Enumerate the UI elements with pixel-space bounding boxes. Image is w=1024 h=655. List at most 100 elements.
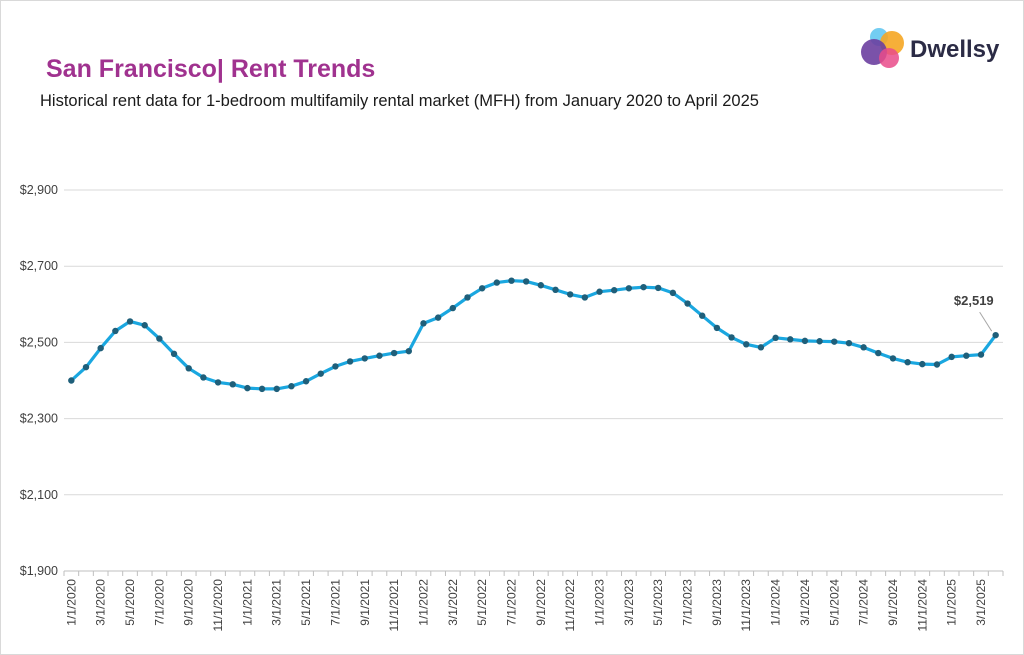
data-point	[390, 349, 398, 357]
data-point	[640, 283, 647, 291]
x-tick-label: 9/1/2020	[182, 579, 196, 626]
brand-name: Dwellsy	[910, 36, 1000, 63]
data-point	[200, 374, 207, 381]
y-tick-label: $1,900	[20, 564, 58, 578]
data-point	[963, 352, 970, 359]
x-tick-label: 9/1/2022	[534, 579, 548, 626]
data-point	[478, 285, 486, 292]
brand-logo[interactable]: Dwellsy	[858, 24, 1008, 74]
x-tick-label: 7/1/2021	[328, 579, 342, 626]
x-tick-label: 7/1/2022	[504, 579, 518, 626]
chart-title: San Francisco| Rent Trends	[46, 55, 376, 83]
y-tick-label: $2,100	[20, 488, 58, 502]
data-point	[361, 355, 368, 362]
data-point	[508, 277, 515, 284]
data-point	[112, 327, 119, 335]
data-point	[97, 344, 104, 352]
data-point	[787, 336, 794, 343]
data-point	[875, 349, 882, 357]
data-point	[376, 352, 383, 359]
data-point	[229, 381, 236, 388]
annotation-leader-line	[979, 311, 993, 332]
data-point	[977, 351, 985, 358]
data-point	[948, 353, 955, 361]
x-tick-label: 5/1/2023	[651, 579, 665, 626]
x-tick-label: 1/1/2020	[64, 579, 78, 626]
data-point	[699, 312, 706, 319]
x-tick-label: 3/1/2022	[446, 579, 460, 626]
data-point	[420, 320, 427, 327]
data-point	[801, 337, 809, 345]
series-line	[69, 279, 998, 391]
x-tick-label: 5/1/2021	[299, 579, 313, 626]
x-tick-label: 11/1/2024	[915, 579, 929, 632]
data-point	[552, 286, 559, 294]
data-point	[728, 334, 735, 341]
data-point	[610, 287, 618, 294]
x-tick-label: 3/1/2020	[94, 579, 108, 626]
data-point	[141, 322, 148, 329]
x-tick-label: 9/1/2021	[358, 579, 372, 626]
data-point	[816, 338, 823, 345]
data-point	[625, 285, 633, 292]
x-tick-label: 1/1/2024	[769, 579, 783, 626]
data-point	[464, 294, 471, 301]
x-tick-label: 3/1/2025	[974, 579, 988, 626]
data-point	[214, 379, 222, 386]
data-point	[904, 359, 911, 366]
data-point	[449, 304, 457, 312]
data-point	[743, 341, 750, 348]
x-tick-label: 1/1/2021	[240, 579, 254, 626]
data-point	[655, 284, 662, 292]
data-point	[992, 331, 999, 339]
data-point	[772, 334, 779, 342]
data-point	[288, 383, 295, 390]
x-tick-label: 7/1/2023	[681, 579, 695, 626]
y-tick-label: $2,700	[20, 259, 58, 273]
data-point	[302, 378, 310, 385]
chart-subtitle: Historical rent data for 1-bedroom multi…	[40, 92, 759, 110]
data-point	[845, 339, 853, 347]
x-tick-label: 7/1/2024	[857, 579, 871, 626]
x-tick-label: 11/1/2020	[211, 579, 225, 632]
data-point	[346, 358, 354, 365]
x-tick-label: 9/1/2023	[710, 579, 724, 626]
data-point	[493, 279, 501, 286]
x-tick-label: 7/1/2020	[152, 579, 166, 626]
x-tick-label: 11/1/2021	[387, 579, 401, 632]
data-point	[405, 347, 412, 355]
x-tick-label: 1/1/2023	[593, 579, 607, 626]
data-point	[522, 278, 530, 285]
data-point	[684, 300, 691, 307]
data-point	[126, 318, 134, 325]
x-tick-label: 11/1/2023	[739, 579, 753, 632]
data-point	[713, 324, 721, 332]
x-tick-label: 5/1/2022	[475, 579, 489, 626]
dwellsy-logo-icon	[861, 28, 904, 68]
data-point	[889, 355, 897, 362]
data-point	[185, 365, 192, 372]
data-point	[82, 363, 90, 371]
data-point	[860, 344, 867, 351]
x-tick-label: 3/1/2021	[270, 579, 284, 626]
data-point	[919, 360, 926, 368]
x-tick-label: 3/1/2024	[798, 579, 812, 626]
data-point	[332, 363, 339, 370]
y-tick-label: $2,900	[20, 183, 58, 197]
x-tick-label: 3/1/2023	[622, 579, 636, 626]
data-point	[317, 370, 324, 377]
x-tick-label: 9/1/2024	[886, 579, 900, 626]
data-point	[68, 377, 75, 384]
y-tick-label: $2,300	[20, 412, 58, 426]
data-label: $2,519	[954, 293, 994, 308]
data-point	[669, 289, 677, 297]
data-point	[933, 361, 941, 368]
y-tick-label: $2,500	[20, 335, 58, 349]
x-tick-label: 5/1/2020	[123, 579, 137, 626]
data-point	[273, 385, 280, 393]
data-point	[596, 288, 603, 295]
data-point	[831, 338, 838, 345]
x-tick-label: 1/1/2022	[416, 579, 430, 626]
x-tick-label: 5/1/2024	[827, 579, 841, 626]
